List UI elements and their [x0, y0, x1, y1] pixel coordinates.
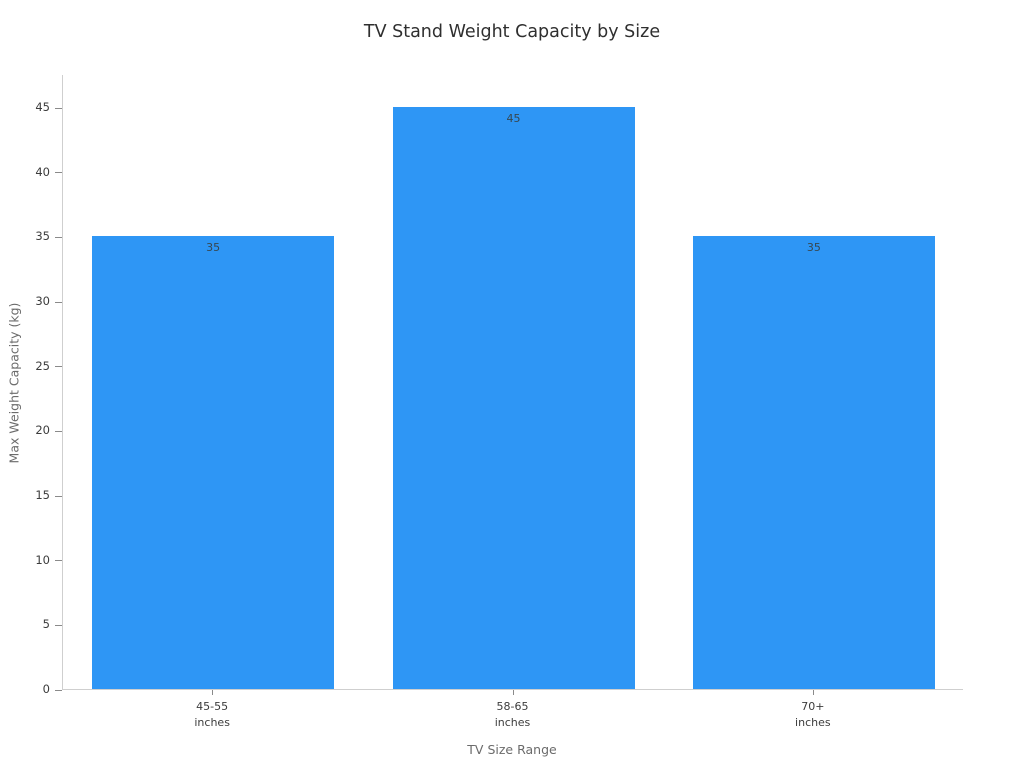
y-tick-label: 5: [42, 617, 50, 632]
y-tick-label: 25: [35, 358, 50, 373]
y-tick-mark: [55, 495, 62, 497]
x-tick-mark: [812, 690, 814, 695]
y-tick-label: 15: [35, 488, 50, 502]
x-tick-mark: [512, 690, 514, 695]
y-tick-mark: [55, 624, 62, 626]
bar: 35: [692, 236, 935, 689]
x-tick-mark: [212, 690, 214, 695]
y-tick-label: 40: [35, 164, 50, 179]
y-tick-mark: [55, 366, 62, 368]
y-tick-label: 10: [35, 552, 50, 567]
y-tick-mark: [55, 236, 62, 238]
y-tick-mark: [55, 107, 62, 109]
chart-title: TV Stand Weight Capacity by Size: [363, 22, 661, 42]
y-tick-label: 35: [35, 229, 50, 244]
y-tick-label: 0: [42, 682, 50, 696]
x-tick-label: 45-55 inches: [194, 700, 230, 729]
bar-value-label: 45: [506, 112, 521, 125]
x-tick-label: 70+ inches: [795, 700, 831, 729]
bar: 35: [92, 236, 335, 689]
y-tick-label: 20: [35, 423, 50, 438]
y-tick-label: 30: [35, 294, 50, 308]
bar-value-label: 35: [806, 241, 821, 255]
plot-area: 35 45 35: [62, 75, 963, 690]
bar-value-label: 35: [206, 241, 221, 255]
y-tick-label: 45: [35, 100, 50, 114]
x-tick-label: 58-65 inches: [494, 700, 531, 729]
x-axis-label: TV Size Range: [467, 742, 557, 757]
y-tick-mark: [55, 172, 62, 174]
y-axis-label: Max Weight Capacity (kg): [6, 302, 22, 464]
y-tick-mark: [55, 301, 62, 303]
y-tick-mark: [55, 560, 62, 562]
y-tick-mark: [55, 430, 62, 432]
bar: 45: [392, 107, 635, 689]
y-tick-mark: [55, 689, 62, 691]
